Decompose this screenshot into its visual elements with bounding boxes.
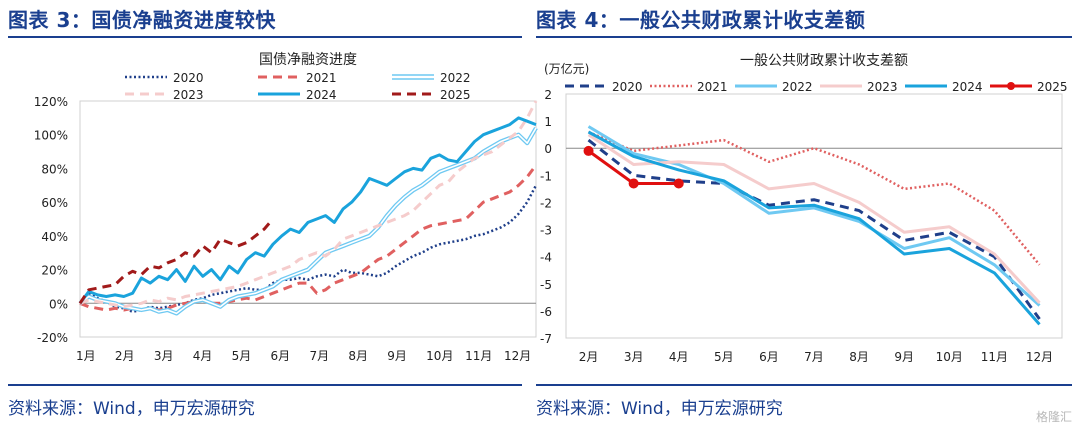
right-x-tick-label: 2月 <box>579 350 599 364</box>
left-series-line-2023 <box>79 100 538 309</box>
left-x-tick-label: 12月 <box>504 349 531 363</box>
left-series-line-2024 <box>78 116 537 305</box>
right-legend-label-2023: 2023 <box>867 80 898 94</box>
left-plot-area <box>79 100 537 338</box>
right-x-tick-label: 5月 <box>714 350 734 364</box>
right-y-tick-label: -5 <box>540 278 552 292</box>
right-series-line-2023 <box>587 133 1041 304</box>
left-y-tick-label: -20% <box>37 331 68 345</box>
right-legend-label-2025: 2025 <box>1037 80 1068 94</box>
left-y-tick-label: 120% <box>34 95 68 109</box>
right-x-tick-label: 6月 <box>759 350 779 364</box>
right-x-tick-label: 11月 <box>981 350 1008 364</box>
right-y-tick-label: -6 <box>540 305 552 319</box>
left-series-line-2021 <box>79 164 538 312</box>
watermark: 格隆汇 <box>1035 410 1072 424</box>
left-legend-label-2020: 2020 <box>173 71 204 85</box>
right-y-axis-label: (万亿元) <box>544 61 589 76</box>
left-legend-label-2022: 2022 <box>440 71 471 85</box>
left-x-tick-label: 4月 <box>193 349 213 363</box>
right-legend-label-2022: 2022 <box>782 80 813 94</box>
left-y-tick-label: 20% <box>41 264 68 278</box>
left-y-tick-label: 0% <box>49 297 68 311</box>
right-y-tick-label: -4 <box>540 251 552 265</box>
right-series-line-2020 <box>587 138 1041 320</box>
left-series-line-2022-inner <box>79 127 537 315</box>
left-panel-title: 图表 3：国债净融资进度较快 <box>8 8 276 32</box>
right-x-tick-label: 8月 <box>849 350 869 364</box>
right-legend-sample-2025-marker <box>1007 82 1015 90</box>
right-series-line-2024 <box>587 130 1041 326</box>
left-y-tick-label: 80% <box>41 162 68 176</box>
right-y-tick-label: -7 <box>540 332 552 346</box>
left-x-tick-label: 7月 <box>309 349 329 363</box>
right-x-tick-label: 7月 <box>804 350 824 364</box>
left-legend-label-2024: 2024 <box>306 88 337 102</box>
right-x-tick-label: 3月 <box>624 350 644 364</box>
right-legend-label-2024: 2024 <box>952 80 983 94</box>
left-source: 资料来源：Wind，申万宏源研究 <box>8 399 255 419</box>
left-legend-label-2023: 2023 <box>173 88 204 102</box>
right-y-tick-label: 1 <box>544 115 552 129</box>
right-legend-label-2021: 2021 <box>697 80 728 94</box>
left-y-tick-label: 40% <box>41 230 68 244</box>
right-x-tick-label: 4月 <box>669 350 689 364</box>
left-x-tick-label: 6月 <box>271 349 291 363</box>
right-y-tick-label: 2 <box>544 88 552 102</box>
left-legend-label-2021: 2021 <box>306 71 337 85</box>
left-series-line-2025 <box>78 218 275 305</box>
right-series-marker-2025 <box>628 178 639 189</box>
right-chart-title: 一般公共财政累计收支差额 <box>740 53 908 69</box>
left-y-tick-label: 60% <box>41 196 68 210</box>
right-series-marker-2025 <box>583 145 594 156</box>
left-title-rule <box>8 36 522 38</box>
left-x-tick-label: 11月 <box>465 349 492 363</box>
right-y-tick-label: -1 <box>540 169 552 183</box>
right-y-tick-label: -3 <box>540 224 552 238</box>
left-y-tick-label: 100% <box>34 129 68 143</box>
left-x-tick-label: 5月 <box>232 349 252 363</box>
right-source-rule <box>536 384 1072 386</box>
left-x-tick-label: 10月 <box>426 349 453 363</box>
right-x-tick-label: 9月 <box>894 350 914 364</box>
left-x-tick-label: 9月 <box>387 349 407 363</box>
right-y-tick-label: 0 <box>544 142 552 156</box>
right-plot-area <box>565 93 1063 339</box>
left-x-tick-label: 8月 <box>348 349 368 363</box>
right-legend-label-2020: 2020 <box>612 80 643 94</box>
right-series-line-2022 <box>587 125 1041 307</box>
left-series-line-2022 <box>78 126 538 316</box>
right-x-tick-label: 12月 <box>1026 350 1053 364</box>
left-chart-title: 国债净融资进度 <box>259 52 357 68</box>
right-title-rule <box>536 36 1072 38</box>
left-source-rule <box>8 384 522 386</box>
right-panel-title: 图表 4：一般公共财政累计收支差额 <box>536 8 866 32</box>
left-x-tick-label: 1月 <box>76 349 96 363</box>
left-x-tick-label: 3月 <box>154 349 174 363</box>
left-legend-label-2025: 2025 <box>440 88 471 102</box>
right-y-tick-label: -2 <box>540 196 552 210</box>
right-series-marker-2025 <box>673 178 684 189</box>
right-source: 资料来源：Wind，申万宏源研究 <box>536 399 783 419</box>
left-series-line-2020 <box>79 184 538 313</box>
left-x-tick-label: 2月 <box>115 349 135 363</box>
right-x-tick-label: 10月 <box>936 350 963 364</box>
